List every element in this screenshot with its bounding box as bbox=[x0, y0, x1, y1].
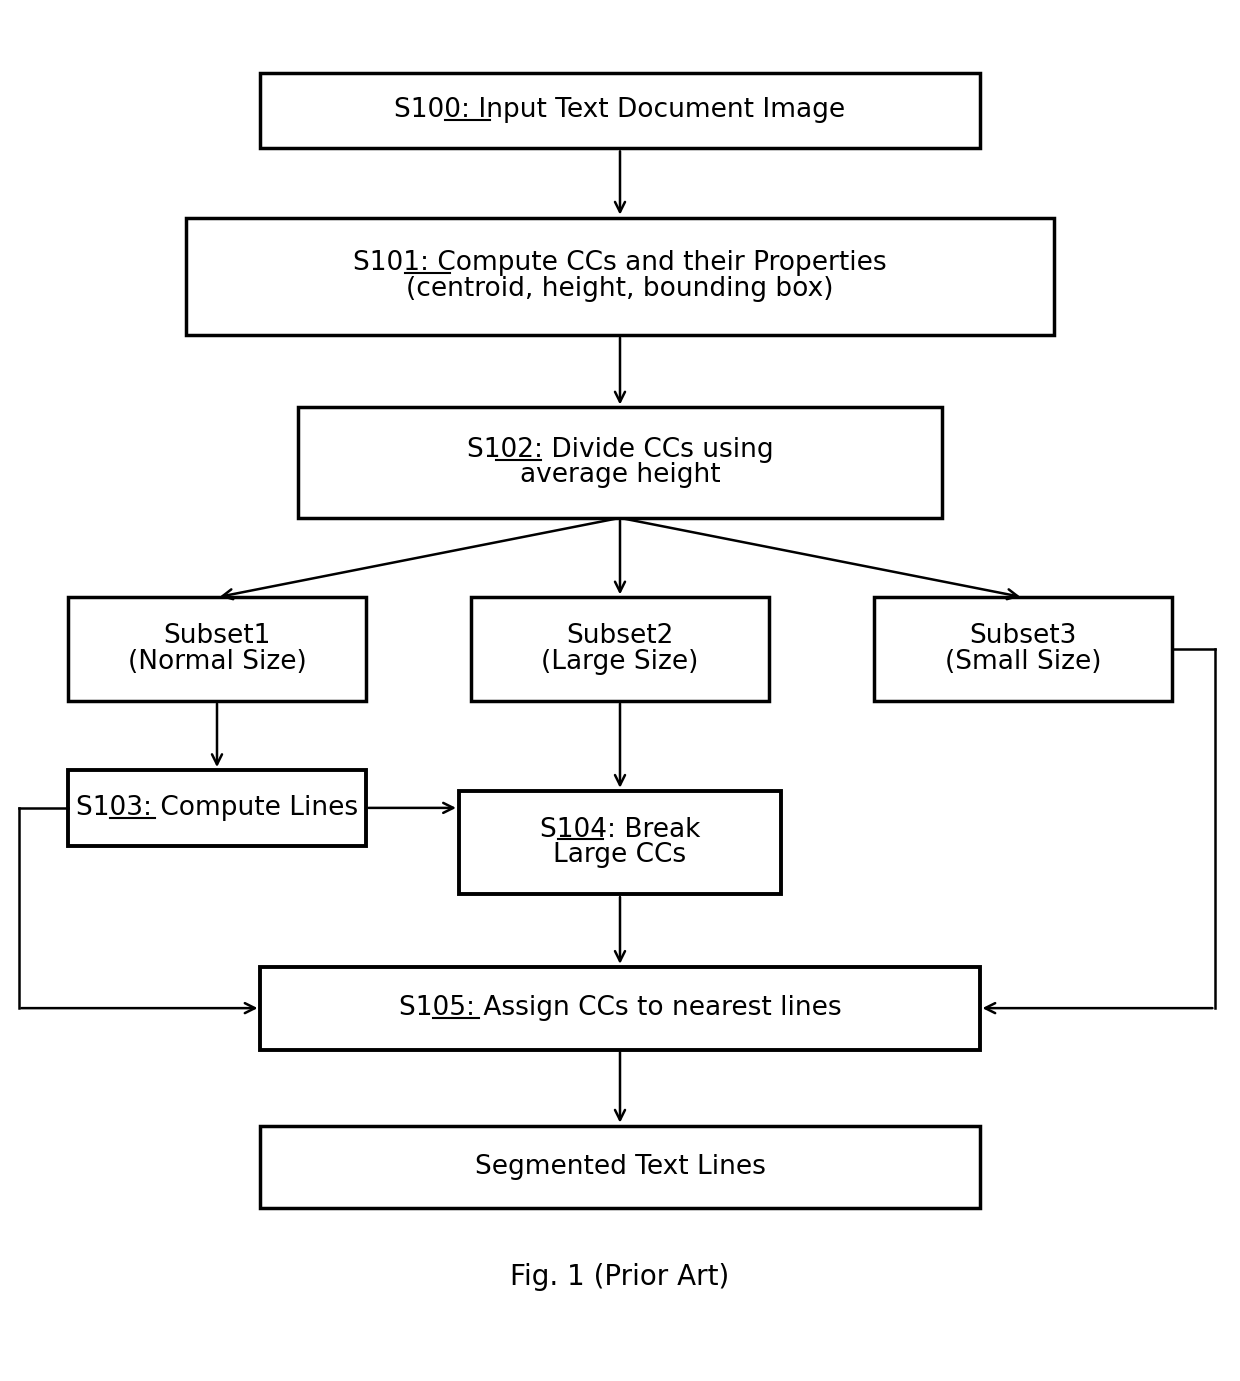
Bar bbox=[298, 407, 942, 518]
Bar bbox=[260, 1126, 980, 1208]
Bar bbox=[260, 72, 980, 149]
Bar bbox=[459, 790, 781, 895]
Text: (centroid, height, bounding box): (centroid, height, bounding box) bbox=[407, 276, 833, 302]
Text: (Small Size): (Small Size) bbox=[945, 649, 1101, 675]
Text: S102: Divide CCs using: S102: Divide CCs using bbox=[466, 436, 774, 463]
Bar bbox=[68, 771, 366, 845]
Bar bbox=[186, 217, 1054, 336]
Text: Segmented Text Lines: Segmented Text Lines bbox=[475, 1155, 765, 1179]
Text: S100: Input Text Document Image: S100: Input Text Document Image bbox=[394, 98, 846, 123]
Text: S104: Break: S104: Break bbox=[539, 816, 701, 842]
Text: S103: Compute Lines: S103: Compute Lines bbox=[76, 795, 358, 820]
Text: Subset2: Subset2 bbox=[567, 623, 673, 649]
Text: (Normal Size): (Normal Size) bbox=[128, 649, 306, 675]
Bar bbox=[68, 598, 366, 702]
Text: S101: Compute CCs and their Properties: S101: Compute CCs and their Properties bbox=[353, 250, 887, 276]
Text: (Large Size): (Large Size) bbox=[542, 649, 698, 675]
Bar bbox=[874, 598, 1172, 702]
Text: Subset3: Subset3 bbox=[970, 623, 1076, 649]
Text: S105: Assign CCs to nearest lines: S105: Assign CCs to nearest lines bbox=[399, 996, 841, 1021]
Text: Subset1: Subset1 bbox=[164, 623, 270, 649]
Bar bbox=[471, 598, 769, 702]
Text: average height: average height bbox=[520, 463, 720, 489]
Text: Large CCs: Large CCs bbox=[553, 842, 687, 869]
Bar bbox=[260, 967, 980, 1050]
Text: Fig. 1 (Prior Art): Fig. 1 (Prior Art) bbox=[511, 1264, 729, 1291]
